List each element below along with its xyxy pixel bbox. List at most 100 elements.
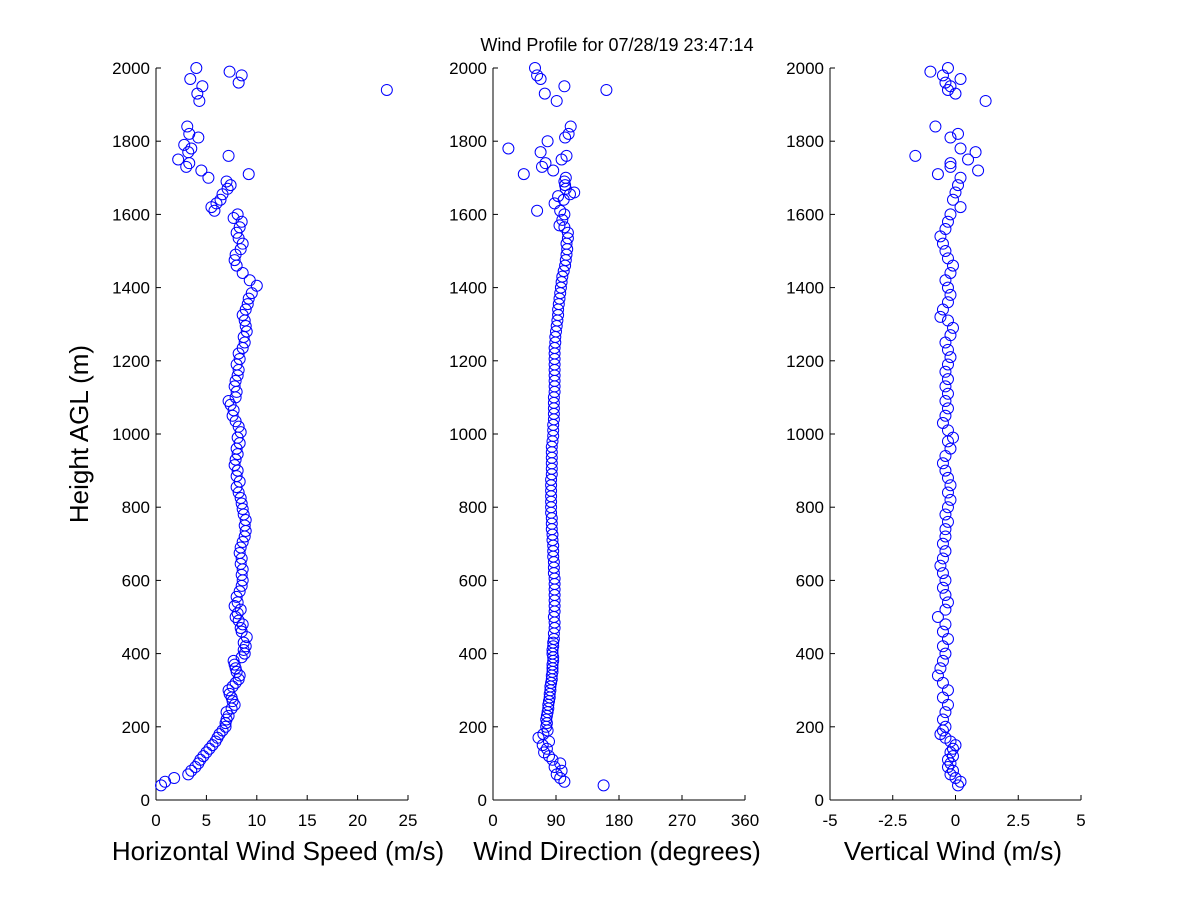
data-point	[534, 146, 547, 159]
y-tick-label: 400	[459, 645, 487, 664]
data-point	[939, 720, 952, 733]
data-point	[944, 160, 957, 173]
y-tick-label: 1200	[786, 352, 824, 371]
data-point	[185, 764, 198, 777]
data-point	[559, 171, 572, 184]
data-point	[936, 567, 949, 580]
data-point	[195, 164, 208, 177]
data-point	[203, 742, 216, 755]
data-point	[224, 179, 237, 192]
y-tick-label: 0	[478, 791, 487, 810]
data-point	[232, 673, 245, 686]
data-point	[939, 223, 952, 236]
data-point	[216, 724, 229, 737]
data-point	[554, 757, 567, 770]
y-tick-label: 1000	[449, 425, 487, 444]
data-point	[944, 157, 957, 170]
data-point	[954, 142, 967, 155]
data-point	[223, 65, 236, 78]
data-point	[939, 274, 952, 287]
data-point	[946, 193, 959, 206]
data-point	[941, 471, 954, 484]
data-point	[939, 706, 952, 719]
data-point	[193, 94, 206, 107]
data-point	[552, 190, 565, 203]
data-point	[220, 175, 233, 188]
panel-wind-direction: 0 200 400 600 800 1000 1200 1400 1600 1800 2000 0 90…	[449, 59, 761, 866]
data-point	[239, 320, 252, 333]
data-point	[944, 479, 957, 492]
y-tick-label: 1400	[112, 279, 150, 298]
data-point	[236, 618, 249, 631]
y-tick-label: 2000	[112, 59, 150, 78]
x-axis-label: Wind Direction (degrees)	[473, 836, 761, 866]
data-point	[196, 80, 209, 93]
y-tick-label: 600	[122, 571, 150, 590]
x-axis-label: Horizontal Wind Speed (m/s)	[112, 836, 444, 866]
y-tick-label: 1600	[112, 205, 150, 224]
data-point	[936, 69, 949, 82]
data-point	[556, 213, 569, 226]
data-point	[941, 698, 954, 711]
data-point	[936, 237, 949, 250]
data-point	[952, 179, 965, 192]
data-point	[228, 380, 241, 393]
data-point	[954, 171, 967, 184]
data-point	[543, 735, 555, 748]
data-point	[226, 695, 239, 708]
panel-horizontal-wind-speed: 0 200 400 600 800 1000 1200 1400 1600 1800 2000 0 5 1…	[112, 59, 444, 866]
data-point	[941, 515, 954, 528]
data-point	[936, 724, 949, 737]
data-point	[936, 640, 949, 653]
data-point	[197, 750, 210, 763]
data-point	[202, 171, 215, 184]
data-point	[185, 142, 198, 155]
data-point	[941, 761, 954, 774]
data-point	[531, 204, 544, 217]
data-point	[564, 120, 577, 133]
data-point	[941, 632, 954, 645]
data-point	[547, 636, 560, 649]
x-tick-label: -5	[822, 811, 837, 830]
y-tick-label: 1200	[112, 352, 150, 371]
data-point	[939, 574, 952, 587]
data-point	[206, 739, 219, 752]
data-point	[172, 153, 185, 166]
y-tick-label: 1600	[786, 205, 824, 224]
x-tick-label: 20	[348, 811, 367, 830]
y-tick-label: 0	[815, 791, 824, 810]
data-point	[944, 208, 957, 221]
data-point	[946, 750, 959, 763]
data-point	[234, 492, 247, 505]
y-tick-label: 1400	[786, 279, 824, 298]
y-tick-label: 600	[796, 571, 824, 590]
panel-vertical-wind: 0 200 400 600 800 1000 1200 1400 1600 1800 2000 -5 -…	[786, 59, 1086, 866]
data-point	[236, 309, 249, 322]
data-point	[239, 514, 252, 527]
data-point	[944, 329, 957, 342]
data-point	[941, 358, 954, 371]
data-point	[219, 720, 232, 733]
data-point	[555, 764, 568, 777]
data-point	[241, 298, 254, 311]
x-axis-label: Vertical Wind (m/s)	[844, 836, 1062, 866]
y-tick-label: 2000	[449, 59, 487, 78]
data-point	[547, 164, 560, 177]
data-point	[210, 197, 223, 210]
data-point	[537, 728, 550, 741]
data-point	[242, 292, 255, 305]
data-point	[214, 193, 227, 206]
x-tick-label: 2.5	[1006, 811, 1030, 830]
data-point	[936, 417, 949, 430]
data-point	[242, 168, 255, 181]
data-point	[944, 746, 957, 759]
data-point	[168, 772, 181, 785]
data-point	[558, 80, 571, 93]
data-point	[934, 230, 947, 243]
data-point	[213, 728, 226, 741]
data-point	[934, 310, 947, 323]
x-tick-label: 10	[247, 811, 266, 830]
data-point	[182, 146, 195, 159]
y-tick-label: 1200	[449, 352, 487, 371]
